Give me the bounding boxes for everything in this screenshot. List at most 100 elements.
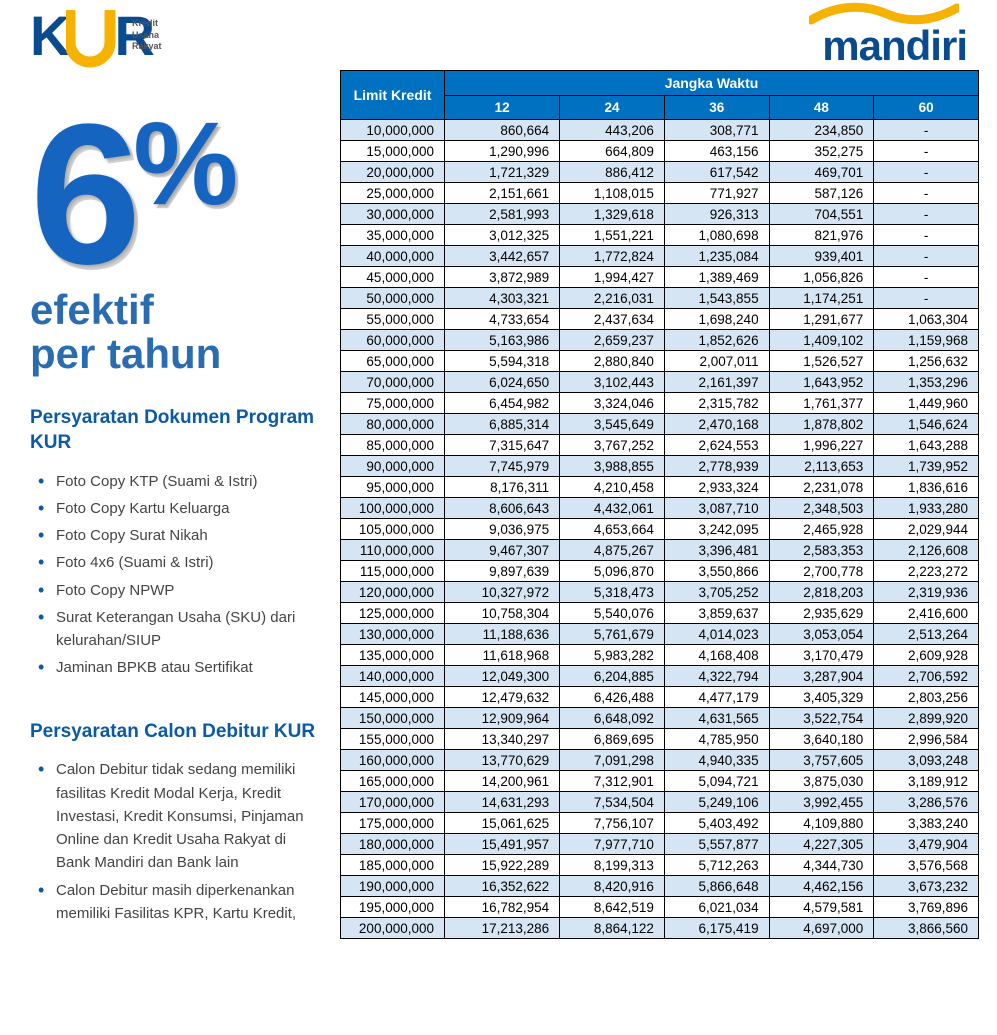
table-row: 95,000,0008,176,3114,210,4582,933,3242,2… [341,477,979,498]
cell-value: 8,420,916 [560,876,665,897]
rate-percent: % [133,114,232,214]
cell-value: 9,467,307 [445,540,560,561]
cell-value: 7,745,979 [445,456,560,477]
cell-value: 3,405,329 [769,687,874,708]
cell-value: 10,758,304 [445,603,560,624]
table-row: 130,000,00011,188,6365,761,6794,014,0233… [341,624,979,645]
table-row: 45,000,0003,872,9891,994,4271,389,4691,0… [341,267,979,288]
cell-limit: 45,000,000 [341,267,445,288]
cell-value: 3,992,455 [769,792,874,813]
kur-k: K [30,8,70,64]
cell-limit: 20,000,000 [341,162,445,183]
cell-value: 886,412 [560,162,665,183]
cell-value: 2,659,237 [560,330,665,351]
cell-limit: 25,000,000 [341,183,445,204]
cell-limit: 200,000,000 [341,918,445,939]
cell-value: 2,513,264 [874,624,979,645]
cell-value: 5,983,282 [560,645,665,666]
cell-value: 7,315,647 [445,435,560,456]
table-row: 65,000,0005,594,3182,880,8402,007,0111,5… [341,351,979,372]
cell-value: 3,757,605 [769,750,874,771]
cell-limit: 145,000,000 [341,687,445,708]
kur-logo: KR Kredit Usaha Rakyat [30,8,322,80]
cell-value: 11,618,968 [445,645,560,666]
cell-value: 4,014,023 [664,624,769,645]
docs-item: Foto 4x6 (Suami & Istri) [34,551,322,574]
rate-six: 6 [30,110,135,280]
cell-value: 1,739,952 [874,456,979,477]
cell-value: 5,594,318 [445,351,560,372]
table-row: 135,000,00011,618,9685,983,2824,168,4083… [341,645,979,666]
table-row: 110,000,0009,467,3074,875,2673,396,4812,… [341,540,979,561]
table-row: 165,000,00014,200,9617,312,9015,094,7213… [341,771,979,792]
cell-value: 1,329,618 [560,204,665,225]
cell-value: 5,096,870 [560,561,665,582]
cell-value: 4,462,156 [769,876,874,897]
cell-value: 3,324,046 [560,393,665,414]
cell-value: 3,189,912 [874,771,979,792]
cell-value: 1,761,377 [769,393,874,414]
cell-limit: 185,000,000 [341,855,445,876]
cell-value: 2,315,782 [664,393,769,414]
cell-value: 4,344,730 [769,855,874,876]
cell-value: 2,437,634 [560,309,665,330]
cell-value: 14,200,961 [445,771,560,792]
cell-value: 3,705,252 [664,582,769,603]
cell-value: 5,761,679 [560,624,665,645]
cell-value: 771,927 [664,183,769,204]
cell-value: 15,061,625 [445,813,560,834]
cell-value: 2,029,944 [874,519,979,540]
cell-value: 1,526,527 [769,351,874,372]
cell-value: 3,640,180 [769,729,874,750]
cell-value: 2,126,608 [874,540,979,561]
cell-value: 9,897,639 [445,561,560,582]
rate-line1: efektif [30,288,322,332]
cell-value: 8,176,311 [445,477,560,498]
cell-value: 1,353,296 [874,372,979,393]
cell-value: 7,091,298 [560,750,665,771]
table-row: 20,000,0001,721,329886,412617,542469,701… [341,162,979,183]
cell-value: 1,080,698 [664,225,769,246]
rate-number: 6% [30,110,322,280]
cell-value: 3,859,637 [664,603,769,624]
cell-value: 1,235,084 [664,246,769,267]
cell-value: 3,545,649 [560,414,665,435]
cell-value: 8,606,643 [445,498,560,519]
cell-value: 7,534,504 [560,792,665,813]
cell-limit: 135,000,000 [341,645,445,666]
cell-value: 587,126 [769,183,874,204]
cell-value: - [874,162,979,183]
cell-value: 443,206 [560,120,665,141]
cell-value: 2,609,928 [874,645,979,666]
cell-value: 2,700,778 [769,561,874,582]
cell-value: 469,701 [769,162,874,183]
cell-value: 4,631,565 [664,708,769,729]
cell-value: 1,543,855 [664,288,769,309]
cell-value: 1,108,015 [560,183,665,204]
cell-value: 4,875,267 [560,540,665,561]
cell-value: 5,712,263 [664,855,769,876]
table-row: 190,000,00016,352,6228,420,9165,866,6484… [341,876,979,897]
rate-block: 6% efektif per tahun [30,110,322,376]
cell-value: 5,318,473 [560,582,665,603]
cell-value: 10,327,972 [445,582,560,603]
cell-value: 5,163,986 [445,330,560,351]
table-row: 90,000,0007,745,9793,988,8552,778,9392,1… [341,456,979,477]
docs-item: Foto Copy Kartu Keluarga [34,497,322,520]
cell-value: 6,024,650 [445,372,560,393]
cell-value: 13,770,629 [445,750,560,771]
cell-value: 3,576,568 [874,855,979,876]
cell-value: - [874,246,979,267]
cell-value: 3,012,325 [445,225,560,246]
cell-value: 6,869,695 [560,729,665,750]
cell-value: 3,442,657 [445,246,560,267]
cell-limit: 30,000,000 [341,204,445,225]
table-row: 40,000,0003,442,6571,772,8241,235,084939… [341,246,979,267]
cell-limit: 170,000,000 [341,792,445,813]
table-row: 15,000,0001,290,996664,809463,156352,275… [341,141,979,162]
table-row: 175,000,00015,061,6257,756,1075,403,4924… [341,813,979,834]
cell-limit: 70,000,000 [341,372,445,393]
cell-value: 2,624,553 [664,435,769,456]
cell-value: 3,550,866 [664,561,769,582]
cell-value: - [874,120,979,141]
